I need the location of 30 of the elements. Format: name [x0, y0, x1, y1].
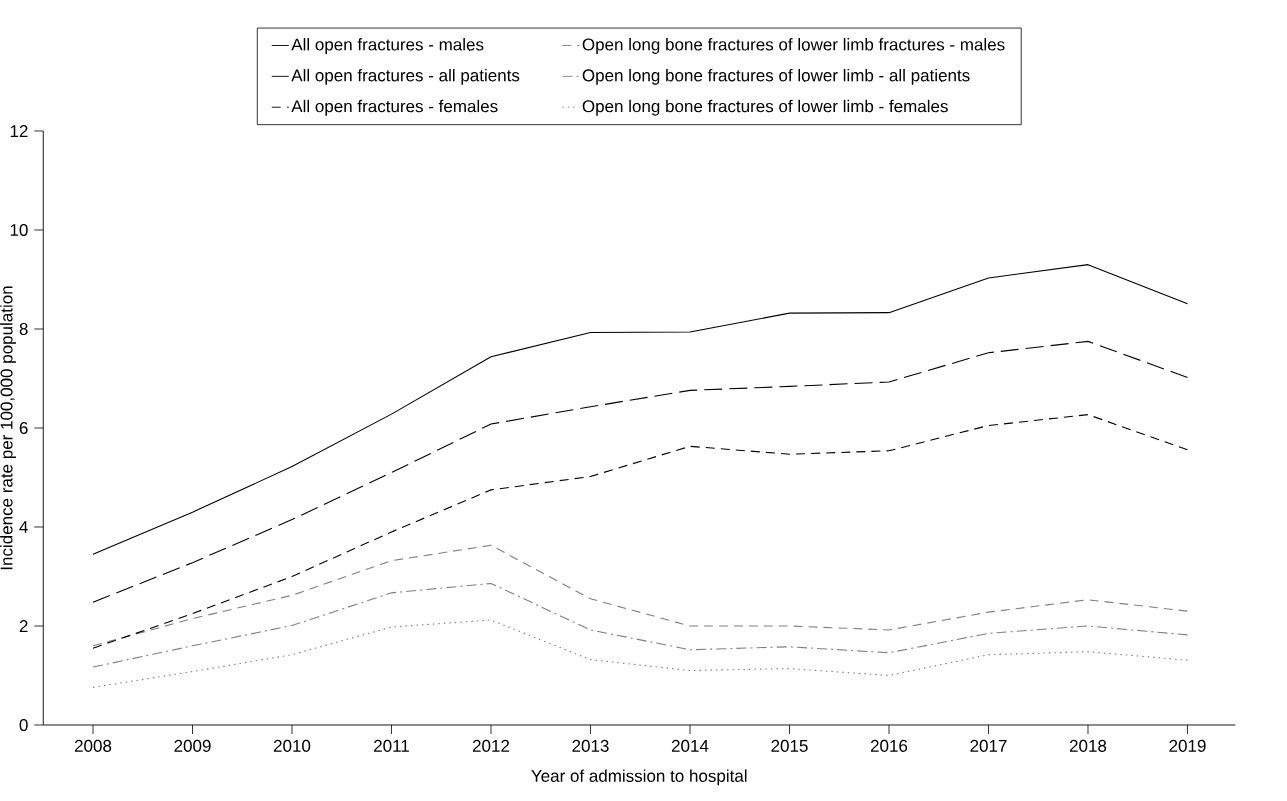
- legend-label: Open long bone fractures of lower limb fractures - males: [582, 38, 1005, 54]
- y-axis-title: Incidence rate per 100,000 population: [0, 286, 16, 570]
- line-series: [92, 582, 1189, 668]
- legend-label: Open long bone fractures of lower limb - all patients: [582, 68, 970, 85]
- x-tick-label: 2017: [970, 739, 1007, 752]
- x-tick-label: 2011: [374, 739, 409, 752]
- x-tick-label: 2015: [771, 739, 808, 752]
- y-tick-label: 2: [19, 620, 28, 632]
- x-tick-label: 2012: [472, 739, 510, 752]
- line-series: [92, 264, 1189, 555]
- legend-label: Open long bone fractures of lower limb - females: [582, 99, 948, 116]
- x-tick-label: 2008: [74, 739, 112, 752]
- legend-label: All open fractures - males: [291, 38, 484, 54]
- y-tick-label: 4: [19, 521, 28, 533]
- y-tick-label: 12: [10, 125, 28, 137]
- y-tick-label: 6: [19, 421, 28, 435]
- y-tick-label: 10: [10, 223, 28, 237]
- x-tick-label: 2016: [870, 739, 908, 752]
- legend-label: All open fractures - females: [291, 99, 498, 116]
- y-tick-label: 0: [19, 718, 28, 732]
- x-axis-title: Year of admission to hospital: [531, 769, 747, 786]
- x-tick-label: 2019: [1169, 739, 1206, 752]
- x-tick-label: 2014: [671, 739, 709, 752]
- line-series: [92, 619, 1189, 688]
- x-tick-label: 2013: [572, 739, 609, 752]
- x-tick-label: 2010: [273, 739, 311, 752]
- y-tick-label: 8: [19, 322, 28, 336]
- x-tick-label: 2018: [1069, 739, 1107, 752]
- legend-label: All open fractures - all patients: [291, 68, 520, 85]
- x-tick-label: 2009: [174, 739, 211, 752]
